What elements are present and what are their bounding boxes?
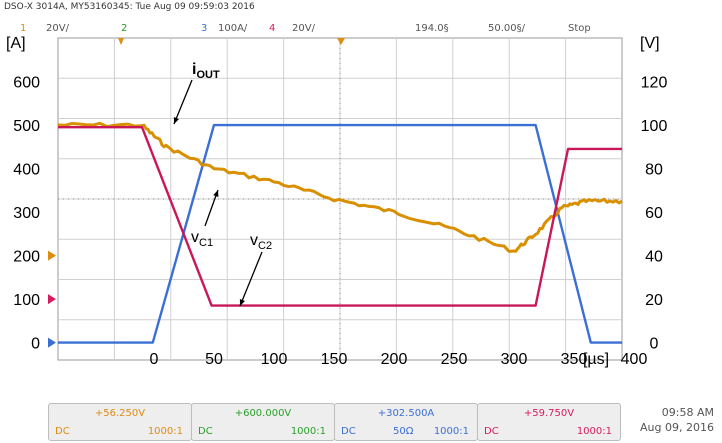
annotation-arrow-iout bbox=[173, 79, 193, 125]
annotation-arrow-vc1-head bbox=[213, 190, 219, 197]
y-right-tick-label: 100 bbox=[641, 118, 668, 135]
channel-3-scale: 100A/ bbox=[218, 23, 248, 34]
y-left-unit: [A] bbox=[6, 35, 26, 52]
series-line-vc2 bbox=[58, 126, 622, 307]
x-tick-label: 400 bbox=[621, 351, 648, 368]
y-right-tick-label: 80 bbox=[645, 162, 663, 179]
y-left-tick-label: 600 bbox=[13, 75, 40, 92]
measure-value-ch1: +56.250V bbox=[94, 408, 146, 419]
y-right-tick-label: 0 bbox=[650, 336, 659, 353]
measure-box-ch3[interactable]: +302.500A DC 50Ω 1000:1 bbox=[334, 403, 478, 441]
channel-4-number[interactable]: 4 bbox=[269, 23, 276, 34]
y-left-tick-label: 200 bbox=[13, 249, 40, 266]
coupling-ch3: DC bbox=[341, 426, 356, 437]
scope-header: DSO-X 3014A, MY53160345: Tue Aug 09 09:5… bbox=[4, 2, 255, 12]
probe-ch1: 1000:1 bbox=[147, 426, 183, 437]
timebase-readout[interactable]: 194.0§ bbox=[415, 23, 449, 34]
channel-ground-marker bbox=[48, 294, 56, 305]
y-left-tick-label: 400 bbox=[13, 162, 40, 179]
channel-3-number[interactable]: 3 bbox=[201, 23, 208, 34]
channel-2-number[interactable]: 2 bbox=[121, 23, 128, 34]
y-right-tick-label: 120 bbox=[641, 75, 668, 92]
measure-box-ch4[interactable]: +59.750V DC 1000:1 bbox=[477, 403, 621, 441]
coupling-ch2: DC bbox=[198, 426, 213, 437]
clock-date: Aug 09, 2016 bbox=[640, 421, 714, 434]
x-tick-label: 250 bbox=[441, 351, 468, 368]
measure-value-ch3: +302.500A bbox=[377, 408, 435, 419]
channel-4-scale: 20V/ bbox=[292, 23, 315, 34]
x-tick-label: 150 bbox=[321, 351, 348, 368]
series-line-iout bbox=[58, 123, 622, 344]
trigger-center-marker bbox=[337, 38, 345, 45]
x-axis-unit: [µs] bbox=[583, 351, 609, 368]
traces bbox=[48, 38, 623, 348]
y-left-tick-label: 500 bbox=[13, 118, 40, 135]
channel-ground-marker bbox=[48, 250, 56, 261]
x-tick-label: 350 bbox=[561, 351, 588, 368]
measure-value-ch4: +59.750V bbox=[523, 408, 575, 419]
annotation-arrow-vc2 bbox=[239, 251, 263, 307]
channel-1-scale: 20V/ bbox=[46, 23, 69, 34]
channel-ground-marker bbox=[48, 337, 56, 348]
coupling-ch4: DC bbox=[484, 426, 499, 437]
x-tick-label: 0 bbox=[150, 351, 159, 368]
impedance-ch3: 50Ω bbox=[393, 426, 414, 437]
y-right-tick-label: 60 bbox=[645, 205, 663, 222]
x-tick-label: 200 bbox=[381, 351, 408, 368]
channel-1-number[interactable]: 1 bbox=[20, 23, 27, 34]
y-left-tick-label: 100 bbox=[13, 292, 40, 309]
annotation-arrow-iout-head bbox=[173, 117, 179, 124]
x-tick-label: 50 bbox=[205, 351, 223, 368]
axis-labels: 0 50 100 150 200 250 300 350 400[µs]010020030040… bbox=[13, 75, 667, 368]
y-right-tick-label: 20 bbox=[645, 292, 663, 309]
run-status[interactable]: Stop bbox=[568, 23, 591, 34]
y-left-tick-label: 0 bbox=[31, 336, 40, 353]
y-left-tick-label: 300 bbox=[13, 205, 40, 222]
coupling-ch1: DC bbox=[55, 426, 70, 437]
measure-box-ch2[interactable]: +600.000V DC 1000:1 bbox=[191, 403, 335, 441]
annotation-arrow-vc2-head bbox=[239, 299, 245, 306]
y-right-unit: [V] bbox=[640, 35, 660, 52]
trigger-readout[interactable]: 50.00§/ bbox=[488, 23, 525, 34]
x-tick-label: 100 bbox=[261, 351, 288, 368]
trigger-marker bbox=[118, 38, 124, 45]
measure-box-ch1[interactable]: +56.250V DC 1000:1 bbox=[48, 403, 192, 441]
clock: 09:58 AM Aug 09, 2016 bbox=[640, 405, 714, 435]
clock-time: 09:58 AM bbox=[661, 406, 714, 419]
x-tick-label: 300 bbox=[501, 351, 528, 368]
y-right-tick-label: 40 bbox=[645, 249, 663, 266]
probe-ch4: 1000:1 bbox=[576, 426, 612, 437]
probe-ch2: 1000:1 bbox=[290, 426, 326, 437]
channel-row: 1 20V/ 2 3 100A/ 4 20V/ 194.0§ 50.00§/ S… bbox=[0, 23, 722, 37]
series-line-vc1 bbox=[57, 121, 623, 253]
measure-value-ch2: +600.000V bbox=[234, 408, 292, 419]
probe-ch3: 1000:1 bbox=[433, 426, 469, 437]
